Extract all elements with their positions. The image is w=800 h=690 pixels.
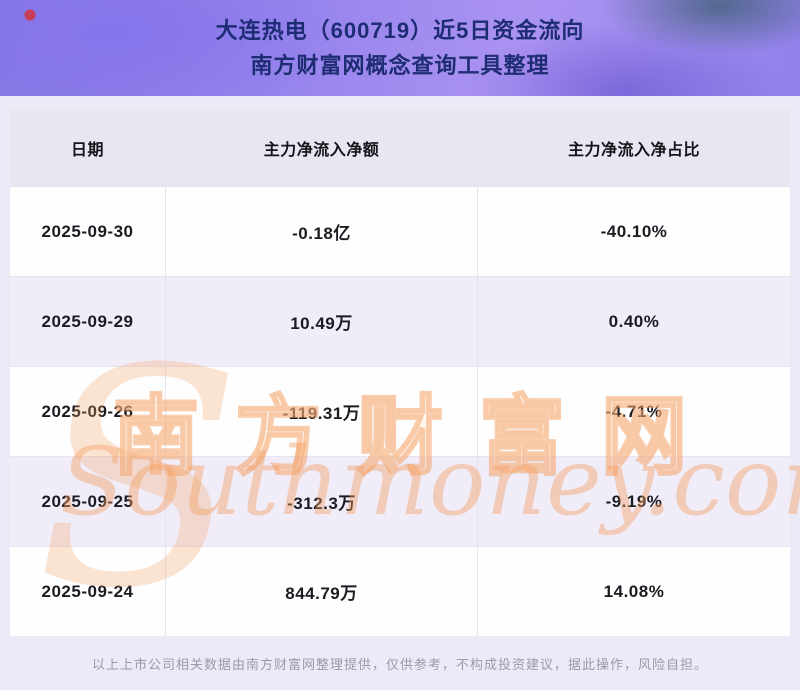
table-row: 2025-09-25 -312.3万 -9.19% <box>10 456 790 546</box>
cell-net-inflow-ratio: 0.40% <box>608 311 660 331</box>
column-header-date: 日期 <box>10 110 166 186</box>
cell-net-inflow-ratio: -4.71% <box>605 401 663 421</box>
cell-net-inflow: -312.3万 <box>166 457 478 546</box>
header-banner: 大连热电（600719）近5日资金流向 南方财富网概念查询工具整理 <box>0 0 800 96</box>
fund-flow-table: 日期 主力净流入净额 主力净流入净占比 2025-09-30 -0.18亿 -4… <box>10 110 790 636</box>
cell-net-inflow-ratio: 14.08% <box>603 581 665 601</box>
cell-net-inflow: 844.79万 <box>166 547 478 636</box>
page-subtitle: 南方财富网概念查询工具整理 <box>250 52 550 78</box>
cell-net-inflow: 10.49万 <box>166 277 478 366</box>
cell-date: 2025-09-29 <box>10 277 166 366</box>
disclaimer-bar: 以上上市公司相关数据由南方财富网整理提供，仅供参考，不构成投资建议，据此操作，风… <box>0 636 800 690</box>
cell-date: 2025-09-30 <box>10 187 166 276</box>
column-header-net-inflow: 主力净流入净额 <box>166 110 478 186</box>
table-row: 2025-09-24 844.79万 14.08% <box>10 546 790 636</box>
table-area: 日期 主力净流入净额 主力净流入净占比 2025-09-30 -0.18亿 -4… <box>0 96 800 636</box>
table-row: 2025-09-26 -119.31万 -4.71% <box>10 366 790 456</box>
table-row: 2025-09-29 10.49万 0.40% <box>10 276 790 366</box>
table-header-row: 日期 主力净流入净额 主力净流入净占比 <box>10 110 790 186</box>
cell-net-inflow-ratio: -9.19% <box>605 491 663 511</box>
disclaimer-text: 以上上市公司相关数据由南方财富网整理提供，仅供参考，不构成投资建议，据此操作，风… <box>91 656 708 672</box>
cell-date: 2025-09-25 <box>10 457 166 546</box>
cell-date: 2025-09-26 <box>10 367 166 456</box>
cell-net-inflow: -119.31万 <box>166 367 478 456</box>
cell-date: 2025-09-24 <box>10 547 166 636</box>
table-row: 2025-09-30 -0.18亿 -40.10% <box>10 186 790 276</box>
column-header-net-inflow-ratio: 主力净流入净占比 <box>567 142 700 159</box>
cell-net-inflow-ratio: -40.10% <box>600 221 668 241</box>
cell-net-inflow: -0.18亿 <box>166 187 478 276</box>
page-title: 大连热电（600719）近5日资金流向 <box>215 17 585 43</box>
